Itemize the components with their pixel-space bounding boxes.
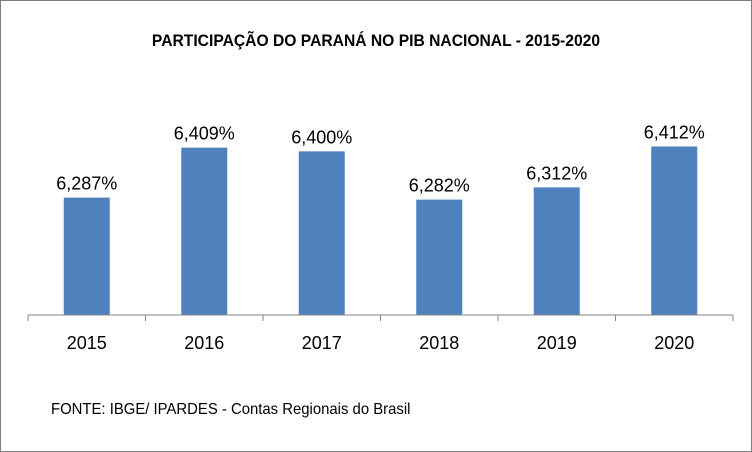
data-label-2019: 6,312% bbox=[526, 163, 587, 183]
bar-2016 bbox=[181, 148, 227, 315]
bar-2019 bbox=[534, 187, 580, 315]
x-tick-label-2020: 2020 bbox=[654, 333, 694, 353]
x-tick-label-2017: 2017 bbox=[302, 333, 342, 353]
x-tick-label-2016: 2016 bbox=[184, 333, 224, 353]
x-tick-label-2019: 2019 bbox=[537, 333, 577, 353]
chart-frame: PARTICIPAÇÃO DO PARANÁ NO PIB NACIONAL -… bbox=[0, 0, 752, 452]
data-label-2020: 6,412% bbox=[644, 122, 705, 142]
data-label-2018: 6,282% bbox=[409, 176, 470, 196]
bar-2020 bbox=[651, 146, 697, 315]
source-note: FONTE: IBGE/ IPARDES - Contas Regionais … bbox=[51, 401, 410, 419]
bar-chart: 6,287% 6,409% 6,400% 6,282% 6,312% 6,412% 201… bbox=[1, 1, 751, 451]
bar-2018 bbox=[416, 200, 462, 315]
bar-2015 bbox=[64, 198, 110, 315]
x-tick-label-2015: 2015 bbox=[67, 333, 107, 353]
bar-2017 bbox=[299, 151, 345, 315]
data-label-2016: 6,409% bbox=[174, 124, 235, 144]
data-label-2017: 6,400% bbox=[291, 127, 352, 147]
data-label-2015: 6,287% bbox=[56, 174, 117, 194]
x-tick-label-2018: 2018 bbox=[419, 333, 459, 353]
